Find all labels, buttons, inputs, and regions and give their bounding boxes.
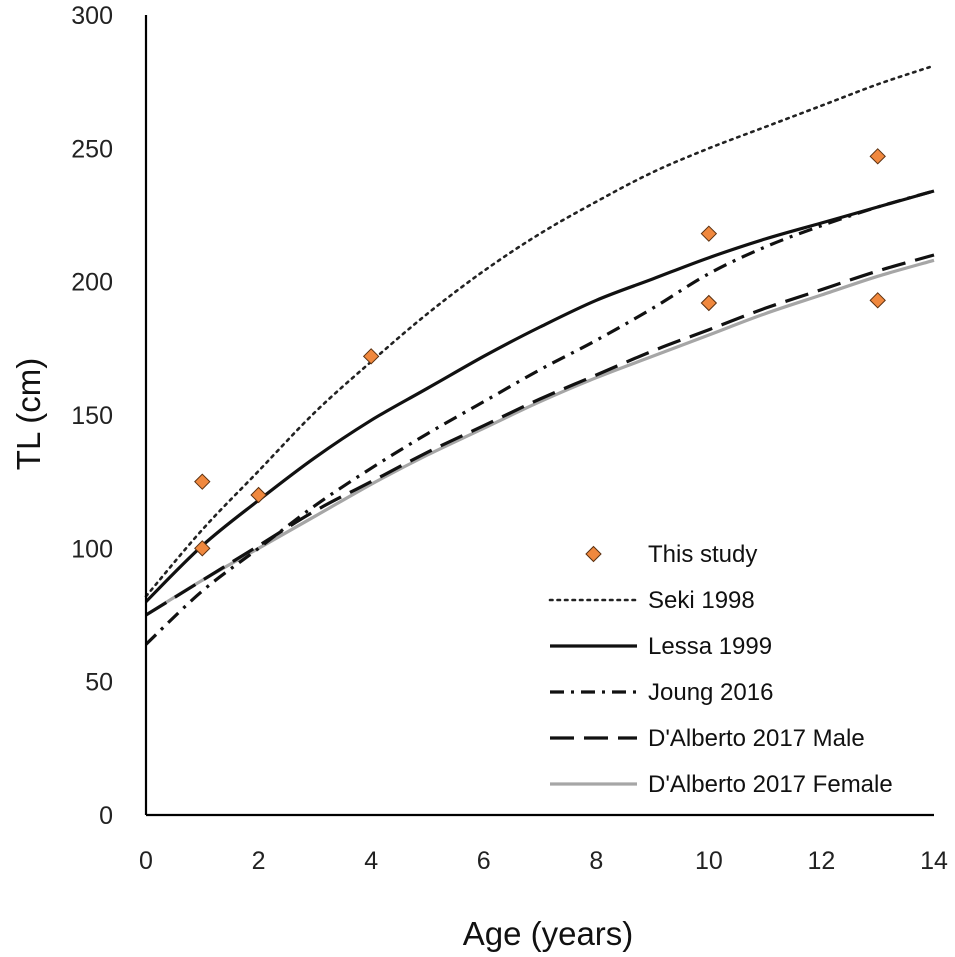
series-line-seki-1998 <box>144 64 936 598</box>
data-point <box>869 292 886 309</box>
data-point <box>250 486 267 504</box>
x-tick-label: 10 <box>695 847 723 875</box>
series-line-lessa-1999 <box>144 189 935 603</box>
legend-marker <box>585 545 602 563</box>
legend-label: Seki 1998 <box>648 587 755 614</box>
legend-item-seki-1998: Seki 1998 <box>548 587 755 614</box>
y-tick-label: 100 <box>71 535 113 563</box>
legend-item-d-alberto-2017-female: D'Alberto 2017 Female <box>550 771 893 798</box>
x-axis-title: Age (years) <box>463 915 634 952</box>
data-point <box>869 148 886 165</box>
plot-lines <box>144 64 936 646</box>
legend-label: Lessa 1999 <box>648 633 772 660</box>
y-tick-label: 150 <box>71 402 113 430</box>
y-tick-label: 300 <box>71 2 113 30</box>
x-tick-label: 0 <box>139 847 153 875</box>
legend-item-lessa-1999: Lessa 1999 <box>550 633 772 660</box>
series-line-joung-2016 <box>144 189 935 646</box>
data-point <box>700 294 718 312</box>
legend-item-d-alberto-2017-male: D'Alberto 2017 Male <box>550 725 865 752</box>
x-tick-label: 4 <box>364 847 378 875</box>
tick-labels: 0 2 4 6 8 10 12 14 0 50 100 150 200 250 300 <box>71 2 948 875</box>
x-tick-label: 8 <box>589 847 603 875</box>
series-line-d-alberto-2017-female <box>145 258 935 617</box>
data-point <box>194 540 211 557</box>
x-tick-label: 6 <box>477 847 491 875</box>
data-point <box>194 473 211 490</box>
x-tick-label: 14 <box>920 847 948 875</box>
legend: This study Seki 1998 Lessa 1999 Joung 2016 D… <box>548 541 893 798</box>
y-axis-title: TL (cm) <box>10 358 47 470</box>
y-tick-label: 50 <box>85 669 113 697</box>
x-tick-label: 12 <box>808 847 836 875</box>
y-tick-label: 250 <box>71 135 113 163</box>
legend-label: D'Alberto 2017 Female <box>648 771 893 798</box>
data-point <box>700 225 718 242</box>
y-tick-label: 200 <box>71 269 113 297</box>
x-tick-label: 2 <box>252 847 266 875</box>
plot-points <box>194 148 886 557</box>
y-tick-label: 0 <box>99 802 113 830</box>
data-point <box>362 348 380 365</box>
series-line-d-alberto-2017-male <box>145 253 935 617</box>
legend-label: This study <box>648 541 757 568</box>
legend-label: Joung 2016 <box>648 679 773 706</box>
legend-label: D'Alberto 2017 Male <box>648 725 865 752</box>
axes <box>144 15 934 817</box>
legend-item-joung-2016: Joung 2016 <box>550 679 773 706</box>
legend-item-this-study: This study <box>585 541 757 568</box>
